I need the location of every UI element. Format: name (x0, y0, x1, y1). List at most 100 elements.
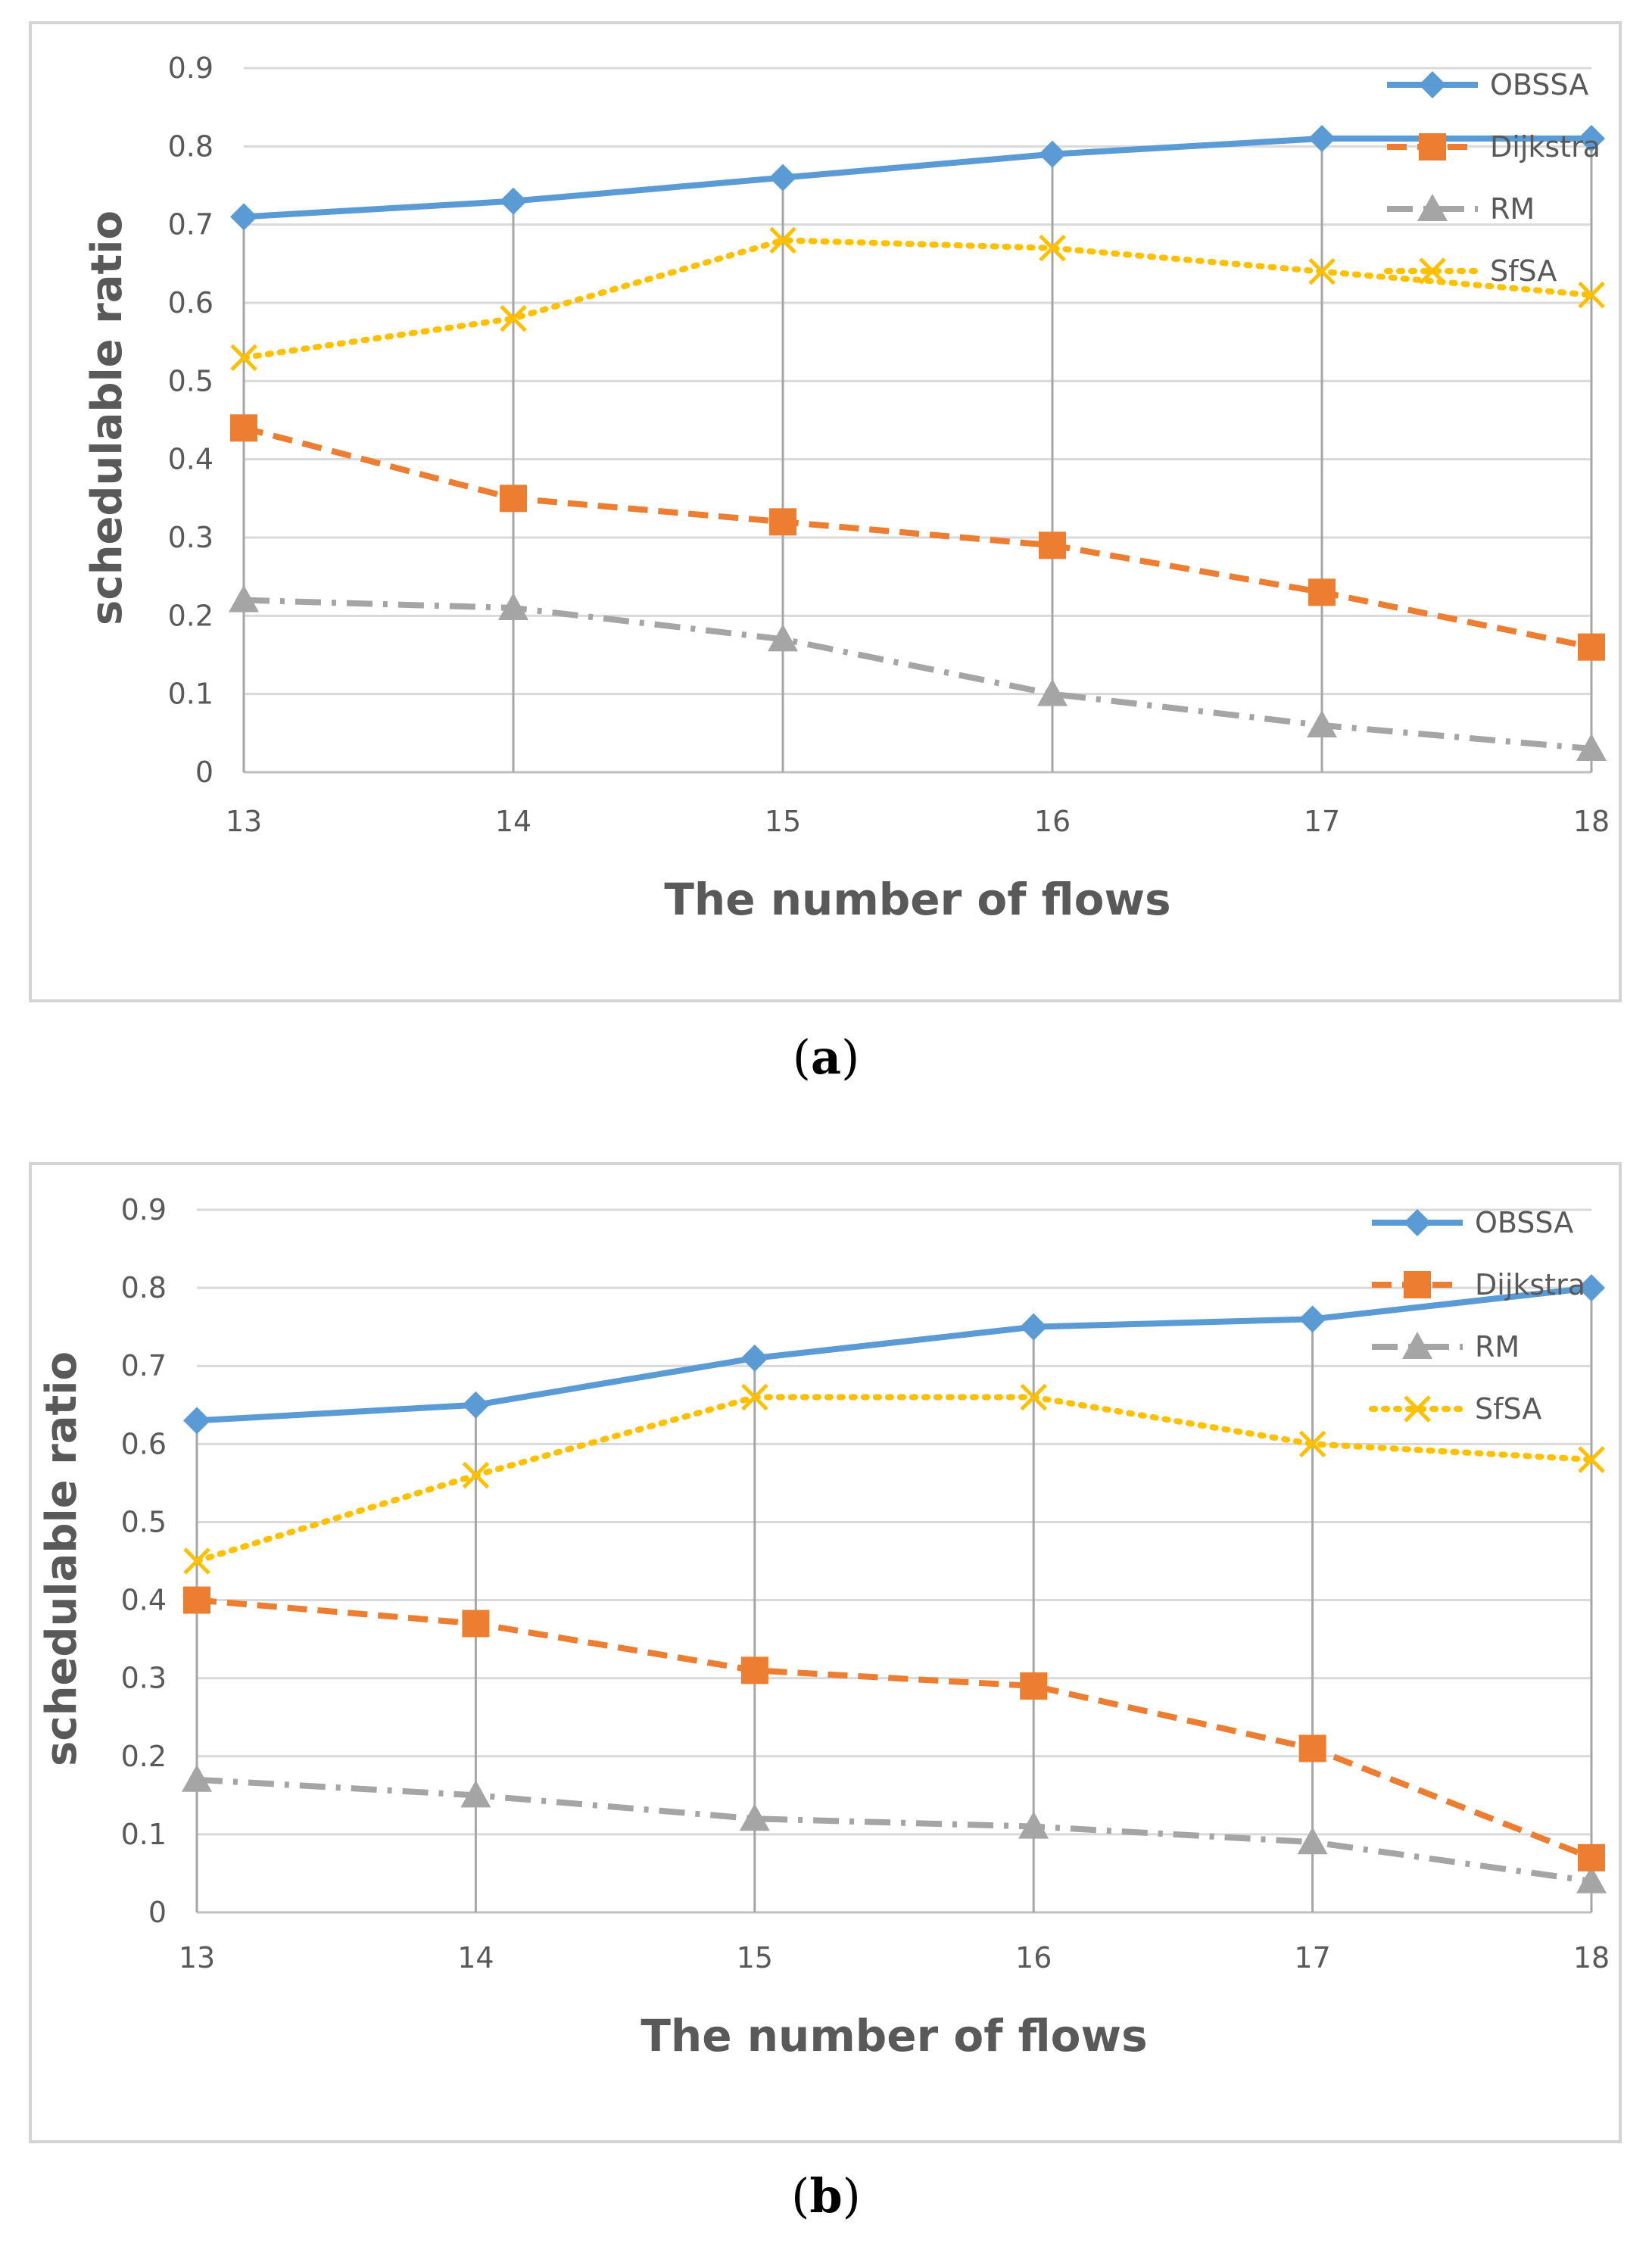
point-sfsa-18-stroke-2 (1578, 281, 1605, 309)
point-sfsa-14 (462, 1461, 490, 1489)
point-rm-16 (1037, 678, 1068, 706)
point-sfsa-15 (741, 1383, 768, 1411)
point-dijkstra-16 (1039, 531, 1066, 559)
point-rm-15 (768, 624, 798, 652)
x-tick-label-14: 14 (457, 1941, 494, 1974)
y-tick-label-6: 0.6 (168, 286, 214, 319)
y-tick-label-7: 0.7 (121, 1349, 167, 1382)
point-dijkstra-15 (769, 508, 796, 536)
legend-marker-sfsa-stroke-2 (1404, 1395, 1431, 1423)
x-tick-label-17: 17 (1294, 1941, 1330, 1974)
y-tick-label-1: 0.1 (121, 1818, 167, 1851)
point-sfsa-15 (769, 226, 796, 254)
caption-a: (a) (792, 1030, 860, 1085)
point-dijkstra-18 (1578, 1843, 1605, 1871)
point-rm-17 (1297, 1827, 1328, 1855)
legend-item-rm: RM (1387, 192, 1535, 226)
point-sfsa-14-stroke-2 (500, 304, 527, 332)
y-tick-label-7: 0.7 (168, 208, 214, 242)
legend-label-obssa: OBSSA (1475, 1206, 1573, 1239)
point-obssa-13 (183, 1407, 210, 1435)
point-obssa-14 (500, 187, 527, 215)
legend-item-obssa: OBSSA (1387, 68, 1588, 101)
point-sfsa-15-stroke-2 (769, 226, 796, 254)
point-sfsa-18-stroke-2 (1578, 1446, 1605, 1473)
x-tick-label-14: 14 (495, 805, 531, 838)
y-tick-label-1: 0.1 (168, 678, 214, 711)
y-tick-label-9: 0.9 (168, 51, 214, 85)
point-sfsa-14 (500, 304, 527, 332)
legend-marker-sfsa-stroke-2 (1419, 257, 1446, 285)
legend-item-dijkstra: Dijkstra (1387, 130, 1601, 164)
legend-label-obssa: OBSSA (1490, 68, 1588, 101)
y-tick-label-8: 0.8 (121, 1271, 167, 1304)
series-markers-dijkstra (183, 1586, 1605, 1871)
series-line-obssa (243, 136, 1591, 220)
legend-item-obssa: OBSSA (1372, 1206, 1573, 1239)
legend-item-rm: RM (1372, 1330, 1520, 1363)
y-tick-label-0: 0 (195, 756, 214, 789)
point-sfsa-13-stroke-2 (183, 1547, 210, 1575)
point-sfsa-16-stroke-2 (1020, 1383, 1047, 1411)
point-sfsa-17 (1298, 1430, 1326, 1458)
point-rm-16 (1018, 1811, 1049, 1839)
point-obssa-16 (1020, 1313, 1048, 1341)
point-rm-14 (460, 1780, 491, 1808)
y-tick-label-5: 0.5 (168, 364, 214, 397)
y-tick-label-0: 0 (148, 1896, 167, 1929)
chart-panel-b: 0 0.1 0.2 0.3 0.4 0.5 0.6 0.7 0.8 0.9 13 14 15 16 17 18… (29, 1162, 1622, 2143)
legend-label-dijkstra: Dijkstra (1475, 1268, 1585, 1301)
legend-item-dijkstra: Dijkstra (1372, 1268, 1585, 1301)
series-line-obssa (196, 1285, 1592, 1424)
x-tick-label-15: 15 (737, 1941, 773, 1974)
point-rm-17 (1307, 710, 1337, 737)
series-line-sfsa (194, 1394, 1594, 1564)
series-markers-obssa (183, 1274, 1605, 1435)
point-dijkstra-13 (230, 414, 257, 442)
point-sfsa-13 (183, 1547, 210, 1575)
x-tick-label-18: 18 (1573, 805, 1610, 838)
series-line-dijkstra (196, 1597, 1593, 1861)
point-obssa-17 (1308, 125, 1336, 152)
legend-label-rm: RM (1490, 192, 1535, 226)
point-rm-18 (1576, 734, 1607, 761)
point-dijkstra-18 (1578, 633, 1605, 661)
y-tick-label-4: 0.4 (121, 1584, 167, 1617)
point-sfsa-18 (1578, 281, 1605, 309)
point-sfsa-16-stroke-2 (1039, 234, 1066, 262)
point-rm-15 (739, 1803, 770, 1831)
series-line-rm (196, 1776, 1592, 1884)
series-markers-sfsa (230, 226, 1605, 372)
point-sfsa-18 (1578, 1446, 1605, 1473)
point-sfsa-17-stroke-2 (1308, 257, 1336, 285)
point-dijkstra-14 (462, 1610, 490, 1638)
y-tick-label-9: 0.9 (121, 1193, 167, 1226)
point-rm-13 (182, 1764, 212, 1792)
point-dijkstra-15 (740, 1656, 768, 1684)
legend-marker-sfsa (1404, 1395, 1431, 1423)
legend-label-sfsa: SfSA (1490, 254, 1557, 288)
point-obssa-13 (230, 203, 257, 231)
x-tick-label-16: 16 (1015, 1941, 1052, 1974)
point-obssa-14 (462, 1391, 490, 1419)
point-sfsa-16 (1039, 234, 1066, 262)
legend-marker-obssa (1419, 71, 1446, 98)
point-obssa-15 (769, 164, 796, 192)
legend-label-rm: RM (1475, 1330, 1520, 1363)
point-obssa-16 (1039, 140, 1066, 168)
chart-a: 0 0.1 0.2 0.3 0.4 0.5 0.6 0.7 0.8 0.9 13 14 15 16 17 18… (83, 51, 1610, 925)
point-obssa-18 (1578, 1274, 1605, 1302)
point-dijkstra-16 (1020, 1672, 1048, 1700)
x-tick-label-16: 16 (1034, 805, 1071, 838)
legend-label-sfsa: SfSA (1475, 1392, 1541, 1426)
chart-panel-a: 0 0.1 0.2 0.3 0.4 0.5 0.6 0.7 0.8 0.9 13 14 15 16 17 18… (29, 21, 1622, 1002)
point-sfsa-17-stroke-2 (1298, 1430, 1326, 1458)
y-tick-label-8: 0.8 (168, 129, 214, 163)
point-obssa-17 (1298, 1305, 1326, 1333)
legend-marker-sfsa (1419, 257, 1446, 285)
legend-marker-rm (1417, 194, 1448, 221)
point-obssa-18 (1578, 125, 1605, 152)
y-axis-title: schedulable ratio (37, 1351, 86, 1766)
x-tick-label-13: 13 (179, 1941, 215, 1974)
point-dijkstra-17 (1298, 1734, 1326, 1762)
